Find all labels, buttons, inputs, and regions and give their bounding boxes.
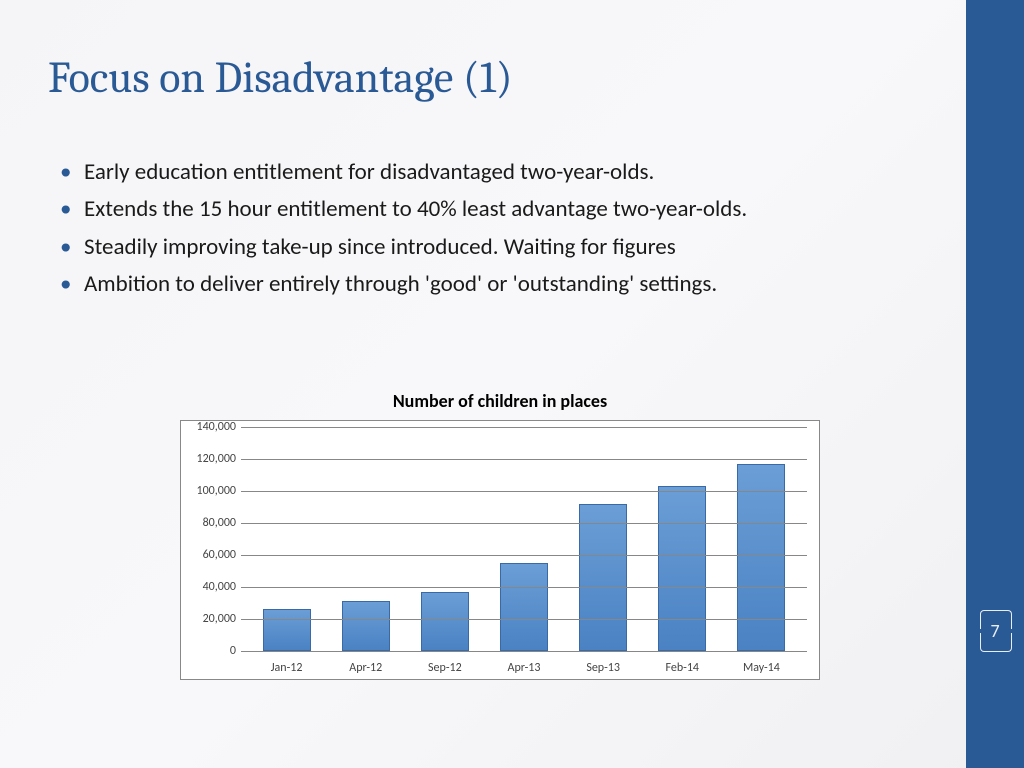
gridline — [241, 427, 807, 428]
gridline — [241, 619, 807, 620]
gridline — [241, 587, 807, 588]
y-tick-label: 80,000 — [186, 516, 236, 530]
gridline — [241, 555, 807, 556]
y-tick-label: 0 — [186, 644, 236, 658]
x-tick-label: Feb-14 — [643, 661, 722, 675]
chart-frame: 0 20,000 40,000 60,000 80,000 100,000 120,000 1… — [180, 420, 820, 680]
bar-slot — [484, 427, 563, 651]
gridline — [241, 459, 807, 460]
bullet-list: Early education entitlement for disadvan… — [60, 158, 900, 308]
bar — [342, 601, 390, 651]
x-axis-labels: Jan-12Apr-12Sep-12Apr-13Sep-13Feb-14May-… — [241, 661, 807, 675]
y-tick-label: 60,000 — [186, 548, 236, 562]
page-number-badge: 7 — [980, 620, 1010, 642]
bar-slot — [643, 427, 722, 651]
bullet-item: Early education entitlement for disadvan… — [60, 158, 900, 187]
x-tick-label: Sep-13 — [564, 661, 643, 675]
bar-slot — [405, 427, 484, 651]
bar-slot — [247, 427, 326, 651]
bullet-item: Ambition to deliver entirely through 'go… — [60, 270, 900, 299]
x-tick-label: Jan-12 — [247, 661, 326, 675]
gridline — [241, 491, 807, 492]
gridline — [241, 523, 807, 524]
bar — [421, 592, 469, 651]
bar — [263, 609, 311, 651]
x-tick-label: May-14 — [722, 661, 801, 675]
y-tick-label: 20,000 — [186, 612, 236, 626]
x-tick-label: Apr-12 — [326, 661, 405, 675]
x-tick-label: Apr-13 — [484, 661, 563, 675]
bar-slot — [722, 427, 801, 651]
bar-chart: Number of children in places 0 20,000 40,0… — [180, 390, 820, 680]
bar — [500, 563, 548, 651]
y-tick-label: 140,000 — [186, 420, 236, 434]
bar-slot — [326, 427, 405, 651]
y-tick-label: 120,000 — [186, 452, 236, 466]
plot-area: 020,00040,00060,00080,000100,000120,0001… — [241, 427, 807, 651]
side-accent-stripe — [966, 0, 1024, 768]
bar-group — [241, 427, 807, 651]
x-tick-label: Sep-12 — [405, 661, 484, 675]
y-tick-label: 100,000 — [186, 484, 236, 498]
bar — [658, 486, 706, 651]
chart-title: Number of children in places — [180, 390, 820, 412]
bar-slot — [564, 427, 643, 651]
bar — [579, 504, 627, 651]
bullet-item: Steadily improving take-up since introdu… — [60, 233, 900, 262]
slide-title: Focus on Disadvantage (1) — [48, 52, 513, 103]
y-tick-label: 40,000 — [186, 580, 236, 594]
gridline — [241, 651, 807, 652]
bullet-item: Extends the 15 hour entitlement to 40% l… — [60, 195, 900, 224]
